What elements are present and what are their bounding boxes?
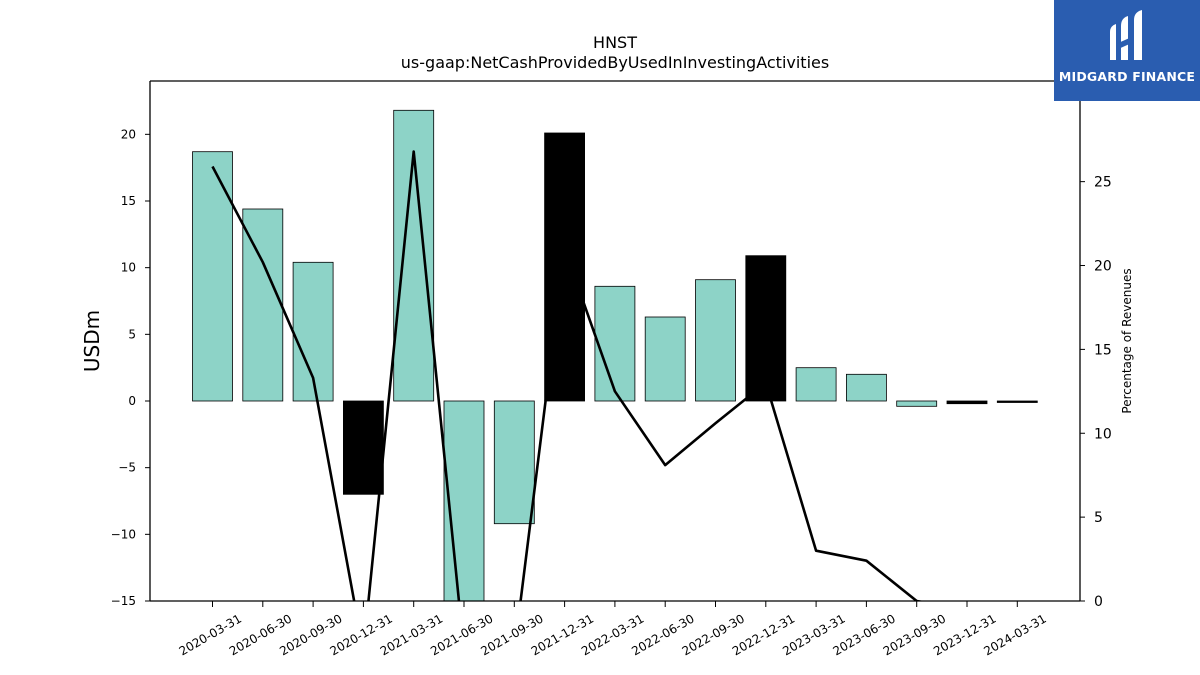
y-tick-label: 10 bbox=[121, 261, 136, 275]
y-tick-label: 20 bbox=[121, 127, 136, 141]
bar bbox=[996, 400, 1038, 403]
y-tick-label: −5 bbox=[118, 461, 136, 475]
bar bbox=[644, 316, 686, 402]
y-tick-label: 15 bbox=[121, 194, 136, 208]
y2-tick-label: 5 bbox=[1094, 510, 1103, 526]
bar bbox=[342, 400, 384, 495]
bar-group bbox=[192, 109, 1038, 602]
chart-title: HNST bbox=[593, 33, 637, 52]
bar bbox=[795, 367, 837, 402]
bar bbox=[192, 151, 233, 402]
midgard-logo-icon bbox=[1110, 10, 1142, 60]
logo-text: MIDGARD FINANCE bbox=[1058, 69, 1196, 84]
y2-tick-label: 20 bbox=[1094, 259, 1112, 275]
bar bbox=[745, 255, 787, 402]
bar bbox=[946, 400, 988, 405]
y2-tick-label: 15 bbox=[1094, 342, 1112, 358]
chart-subtitle: us-gaap:NetCashProvidedByUsedInInvesting… bbox=[401, 53, 829, 72]
y-axis-label: USDm bbox=[80, 310, 104, 372]
bar bbox=[493, 400, 535, 525]
bar bbox=[846, 373, 887, 402]
y2-axis-label: Percentage of Revenues bbox=[1120, 268, 1134, 413]
line-series bbox=[211, 150, 925, 601]
midgard-finance-logo: MIDGARD FINANCE bbox=[1054, 0, 1200, 101]
y-tick-label: −10 bbox=[111, 527, 136, 541]
bar bbox=[695, 279, 736, 402]
bar bbox=[896, 400, 938, 407]
y2-tick-label: 0 bbox=[1094, 594, 1103, 610]
line-group bbox=[211, 150, 925, 601]
bar bbox=[242, 208, 284, 402]
y-tick-label: 5 bbox=[128, 327, 136, 341]
y2-tick-label: 10 bbox=[1094, 426, 1112, 442]
y-tick-label: −15 bbox=[111, 594, 136, 608]
y-tick-label: 0 bbox=[128, 394, 136, 408]
bar bbox=[443, 400, 485, 602]
bar bbox=[594, 285, 636, 402]
y2-tick-label: 25 bbox=[1094, 175, 1112, 191]
